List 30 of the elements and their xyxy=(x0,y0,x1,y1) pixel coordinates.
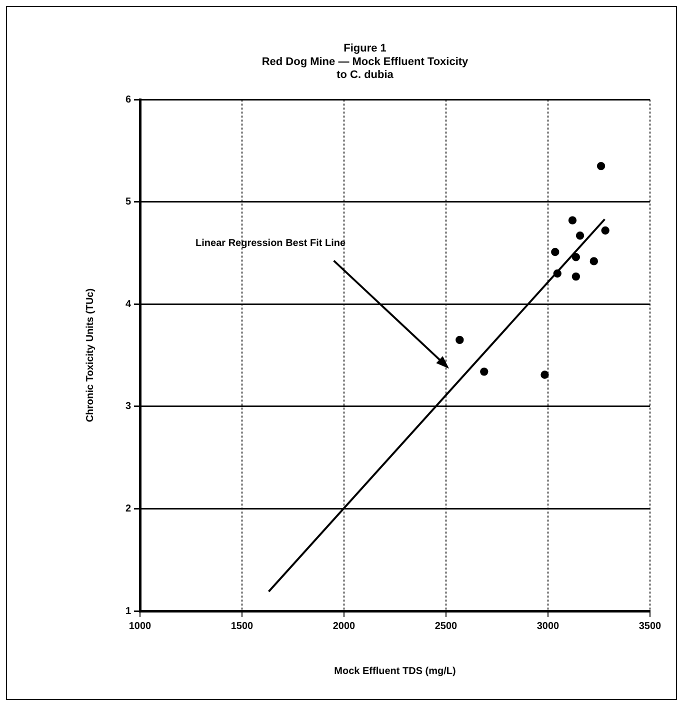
point xyxy=(456,336,464,344)
y-tick-label: 5 xyxy=(125,196,132,208)
point xyxy=(576,232,584,240)
x-tick-label: 2500 xyxy=(434,620,458,632)
x-tick-label: 1000 xyxy=(128,620,152,632)
text: to C. dubia xyxy=(336,69,394,82)
text: Red Dog Mine — Mock Effluent Toxicity xyxy=(262,56,468,68)
y-tick-label: 4 xyxy=(125,298,132,310)
text: Figure 1 xyxy=(344,42,386,55)
point xyxy=(540,370,549,379)
point xyxy=(601,226,610,235)
y-tick-label: 6 xyxy=(125,94,132,106)
point xyxy=(572,272,580,281)
x-axis-title: Mock Effluent TDS (mg/L) xyxy=(334,666,456,677)
y-tick-label: 1 xyxy=(125,606,132,617)
point xyxy=(590,257,598,266)
point xyxy=(568,216,577,224)
x-tick-label: 3000 xyxy=(536,620,560,632)
x-tick-label: 2000 xyxy=(332,620,356,632)
x-tick-label: 1500 xyxy=(230,620,254,632)
point xyxy=(551,248,560,256)
annotation: Linear Regression Best Fit Line xyxy=(196,238,346,250)
y-tick-label: 2 xyxy=(125,503,132,514)
point xyxy=(480,368,488,376)
point xyxy=(553,269,562,278)
point xyxy=(596,162,606,170)
y-tick-label: 3 xyxy=(125,401,132,412)
point xyxy=(572,253,580,262)
x-tick-label: 3500 xyxy=(638,620,662,632)
y-axis-title: Chronic Toxicity Units (TUc) xyxy=(84,288,96,422)
